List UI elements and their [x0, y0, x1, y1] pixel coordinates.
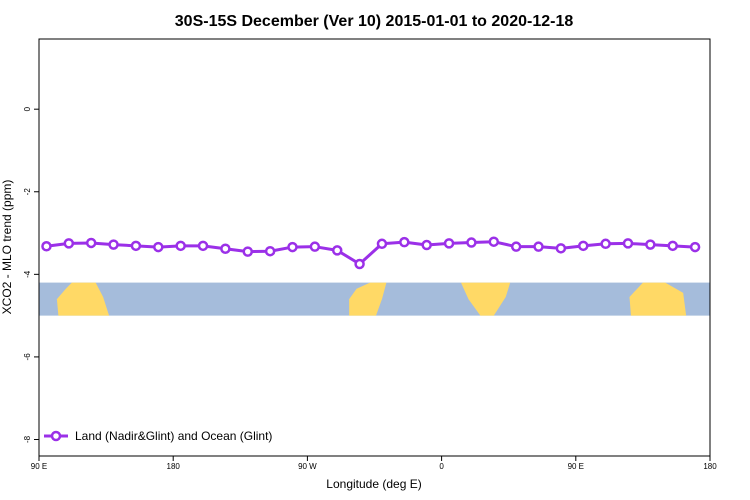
- x-axis: 90 E 180 90 W 0 90 E 180: [31, 456, 717, 471]
- y-axis-label: XCO2 - MLO trend (ppm): [0, 180, 14, 315]
- data-point: [41, 241, 52, 252]
- data-point: [555, 243, 567, 254]
- legend-marker: [50, 430, 62, 442]
- x-tick-label: 90 W: [298, 462, 317, 471]
- data-point: [622, 238, 634, 249]
- y-tick-label: 0: [23, 106, 32, 111]
- data-point: [153, 241, 164, 253]
- data-point: [510, 241, 522, 252]
- data-point: [220, 243, 231, 254]
- plot-frame: [38, 38, 711, 457]
- legend: Land (Nadir&Glint) and Ocean (Glint): [44, 429, 272, 443]
- x-tick-label: 180: [167, 462, 181, 471]
- x-tick-label: 180: [703, 462, 717, 471]
- land-shape: [56, 282, 110, 316]
- data-point: [175, 240, 186, 252]
- data-point: [242, 246, 254, 257]
- data-point: [376, 238, 388, 250]
- data-point: [63, 238, 75, 249]
- data-point: [197, 240, 209, 252]
- data-point: [130, 240, 142, 252]
- y-tick-label: -8: [23, 435, 32, 443]
- x-tick-label: 90 E: [31, 462, 47, 471]
- data-point: [533, 241, 544, 252]
- data-point: [466, 237, 477, 248]
- legend-label: Land (Nadir&Glint) and Ocean (Glint): [75, 429, 272, 443]
- land-shape: [629, 282, 687, 316]
- data-point: [85, 237, 97, 249]
- series-line: [46, 240, 696, 266]
- data-point: [287, 241, 298, 253]
- data-point: [399, 236, 410, 248]
- x-tick-label: 90 E: [568, 462, 584, 471]
- y-tick-label: -6: [23, 353, 32, 361]
- x-axis-label: Longitude (deg E): [326, 477, 421, 491]
- data-point: [578, 240, 589, 252]
- data-point: [689, 241, 701, 253]
- data-point: [331, 245, 343, 256]
- map-background: [39, 282, 710, 316]
- y-tick-label: -2: [23, 188, 32, 196]
- y-axis: 0 -2 -4 -6 -8: [23, 106, 39, 443]
- data-point: [600, 238, 611, 250]
- data-point: [488, 236, 500, 247]
- land-shape: [460, 282, 511, 316]
- x-tick-label: 0: [439, 462, 444, 471]
- data-point: [667, 240, 678, 252]
- data-point: [309, 241, 321, 252]
- y-tick-label: -4: [23, 270, 32, 278]
- land-shape: [349, 282, 387, 316]
- data-point: [443, 238, 455, 249]
- data-point: [108, 239, 119, 250]
- data-point: [264, 245, 276, 257]
- data-point: [354, 258, 365, 270]
- chart-title: 30S-15S December (Ver 10) 2015-01-01 to …: [175, 13, 574, 30]
- series-layer: [41, 236, 701, 270]
- data-point: [421, 239, 432, 251]
- data-point: [645, 239, 656, 250]
